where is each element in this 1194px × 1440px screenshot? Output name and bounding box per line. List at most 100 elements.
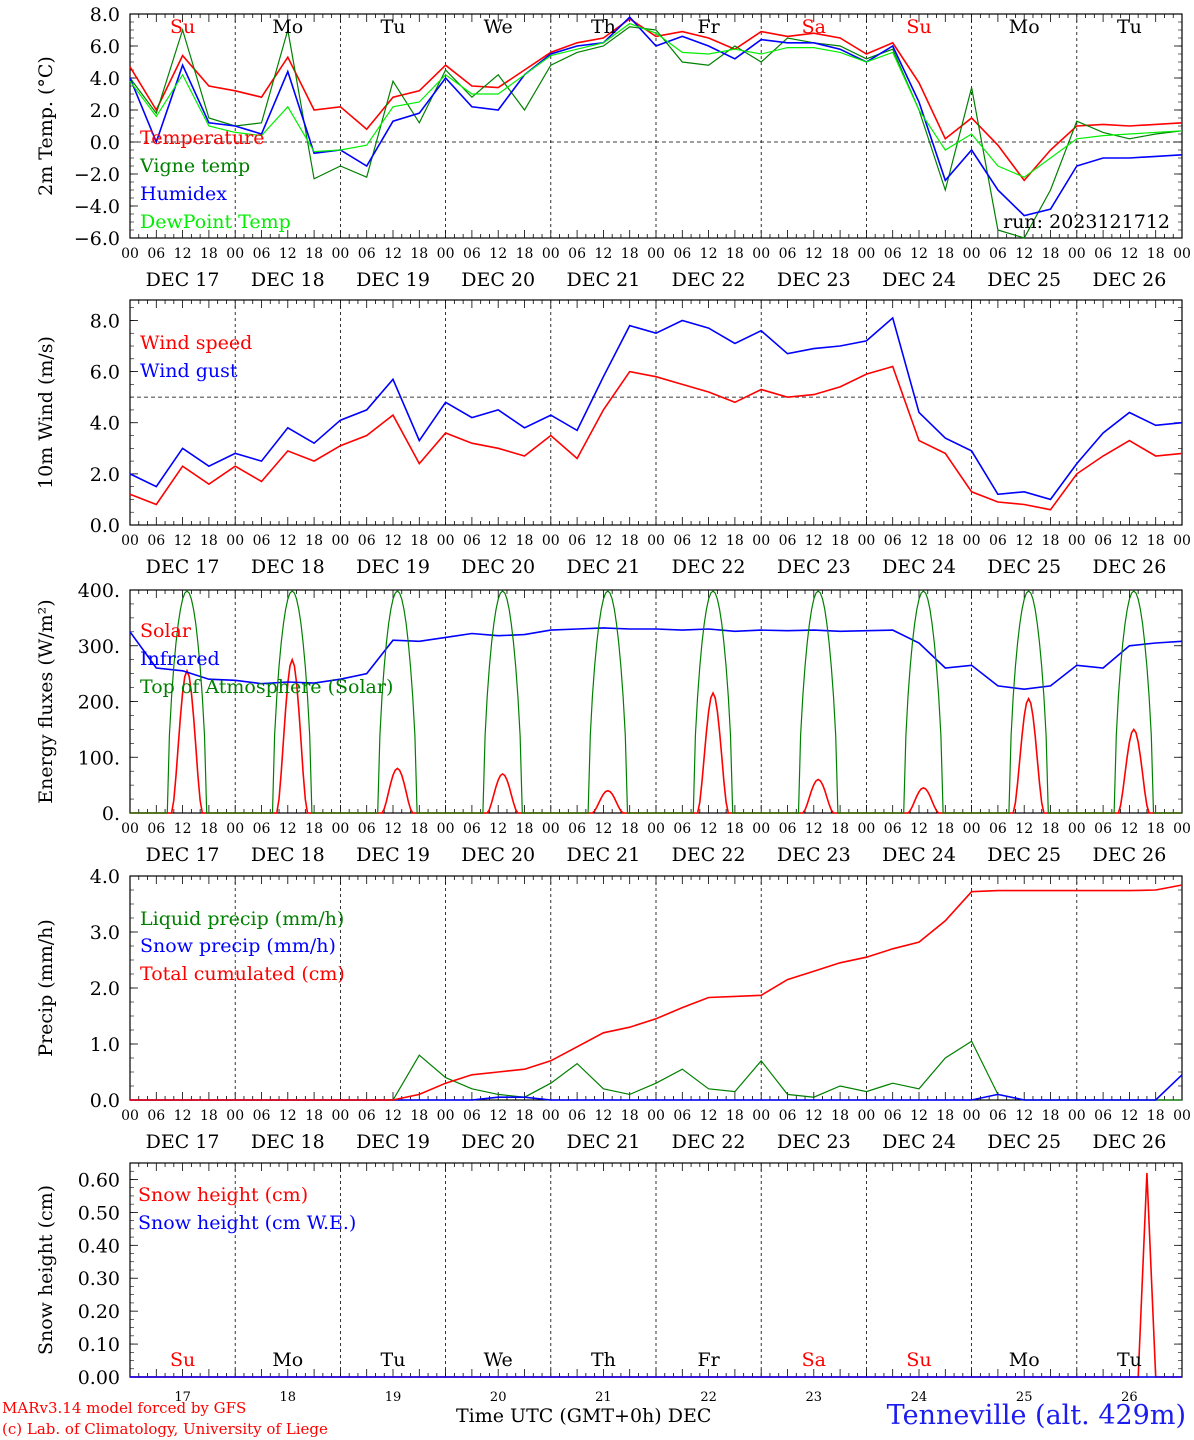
hour-tick-label: 12: [910, 533, 928, 549]
series-line: [129, 17, 1183, 182]
hour-tick-label: 18: [305, 1108, 323, 1124]
weekday-label: Th: [591, 16, 616, 38]
day-label: DEC 18: [251, 269, 325, 291]
hour-tick-label: 00: [226, 821, 244, 837]
y-tick-label: 0.20: [78, 1301, 120, 1323]
y-tick-label: 6.0: [90, 36, 120, 58]
xaxis-month: DEC: [667, 1405, 712, 1427]
hour-tick-label: 18: [200, 821, 218, 837]
y-tick-label: 2.0: [90, 978, 120, 1000]
y-tick-label: 0.0: [90, 1090, 120, 1112]
hour-tick-label: 00: [121, 821, 139, 837]
day-label: DEC 22: [672, 1131, 746, 1153]
hour-tick-label: 06: [1094, 821, 1112, 837]
hour-tick-label: 18: [516, 821, 534, 837]
hour-tick-label: 18: [1147, 246, 1165, 262]
y-axis-label: Snow height (cm): [35, 1185, 57, 1355]
weekday-label: We: [484, 16, 513, 38]
day-label: DEC 23: [777, 269, 851, 291]
hour-tick-label: 18: [936, 533, 954, 549]
day-number-label: 18: [280, 1390, 297, 1405]
day-label: DEC 24: [882, 556, 956, 578]
day-label: DEC 24: [882, 1131, 956, 1153]
hour-tick-label: 06: [358, 246, 376, 262]
day-label: DEC 26: [1092, 269, 1166, 291]
hour-tick-label: 06: [884, 246, 902, 262]
day-label: DEC 21: [566, 1131, 640, 1153]
weekday-label: Su: [906, 1349, 931, 1371]
hour-tick-label: 18: [1042, 533, 1060, 549]
hour-tick-label: 18: [1147, 533, 1165, 549]
xaxis-title: Time UTC (GMT+0h) DEC: [456, 1405, 711, 1427]
hour-tick-label: 18: [200, 533, 218, 549]
hour-tick-label: 12: [805, 533, 823, 549]
y-tick-label: 200.: [78, 692, 120, 714]
series-line: [129, 316, 1183, 501]
weekday-label: Mo: [272, 16, 303, 38]
day-number-label: 24: [911, 1390, 928, 1405]
hour-tick-label: 18: [410, 821, 428, 837]
hour-tick-label: 12: [1015, 1108, 1033, 1124]
hour-tick-label: 18: [200, 246, 218, 262]
hour-tick-label: 18: [305, 533, 323, 549]
hour-tick-label: 06: [463, 246, 481, 262]
hour-tick-label: 06: [147, 246, 165, 262]
weekday-label: Su: [170, 1349, 195, 1371]
hour-tick-label: 06: [463, 1108, 481, 1124]
hour-tick-label: 12: [174, 533, 192, 549]
xaxis-title-text: Time UTC (GMT+0h): [456, 1405, 662, 1427]
day-label: DEC 20: [461, 1131, 535, 1153]
day-label: DEC 26: [1092, 1131, 1166, 1153]
day-number-label: 19: [385, 1390, 402, 1405]
legend-entry: Solar: [140, 620, 192, 642]
y-tick-label: 0.0: [90, 132, 120, 154]
hour-tick-label: 18: [410, 246, 428, 262]
copyright-credit: (c) Lab. of Climatology, University of L…: [2, 1420, 328, 1438]
day-label: DEC 17: [146, 269, 220, 291]
weekday-label: Su: [906, 16, 931, 38]
hour-tick-label: 00: [331, 821, 349, 837]
hour-tick-label: 00: [542, 533, 560, 549]
legend-entry: Wind gust: [140, 360, 238, 382]
y-tick-label: 0.60: [78, 1169, 120, 1191]
hour-tick-label: 00: [1068, 246, 1086, 262]
y-tick-label: 400.: [78, 580, 120, 602]
y-tick-label: 3.0: [90, 922, 120, 944]
day-label: DEC 18: [251, 556, 325, 578]
hour-tick-label: 00: [121, 1108, 139, 1124]
hour-tick-label: 06: [673, 246, 691, 262]
station-name: Tenneville (alt. 429m): [886, 1400, 1186, 1431]
hour-tick-label: 18: [410, 533, 428, 549]
chart-panel-4: 4.0 3.0 2.0 1.0 0.0 Precip (mm/h) Liquid preci…: [35, 866, 1191, 1153]
day-label: DEC 18: [251, 844, 325, 866]
hour-tick-label: 06: [673, 533, 691, 549]
hour-tick-label: 18: [621, 246, 639, 262]
hour-tick-label: 12: [489, 246, 507, 262]
day-number-label: 26: [1121, 1390, 1138, 1405]
hour-tick-label: 18: [200, 1108, 218, 1124]
weekday-label: Sa: [802, 1349, 826, 1371]
hour-tick-label: 18: [305, 821, 323, 837]
weekday-label: Tu: [1117, 1349, 1142, 1371]
y-axis-label: 10m Wind (m/s): [35, 336, 57, 489]
weekday-label: Fr: [697, 16, 720, 38]
hour-tick-label: 12: [805, 246, 823, 262]
weekday-label: Tu: [381, 1349, 406, 1371]
hour-tick-label: 18: [305, 246, 323, 262]
weekday-label: Th: [591, 1349, 616, 1371]
hour-tick-label: 00: [542, 1108, 560, 1124]
legend-entry: Vigne temp: [139, 155, 250, 177]
hour-tick-label: 12: [279, 246, 297, 262]
day-label: DEC 20: [461, 556, 535, 578]
hour-tick-label: 00: [1173, 246, 1191, 262]
hour-tick-label: 06: [884, 533, 902, 549]
hour-tick-label: 00: [437, 533, 455, 549]
hour-tick-label: 18: [936, 246, 954, 262]
hour-tick-label: 00: [752, 821, 770, 837]
hour-tick-label: 00: [331, 1108, 349, 1124]
y-tick-label: 4.0: [90, 413, 120, 435]
day-label: DEC 26: [1092, 556, 1166, 578]
hour-tick-label: 06: [463, 533, 481, 549]
day-label: DEC 25: [987, 844, 1061, 866]
legend-entry: Snow height (cm W.E.): [138, 1212, 356, 1234]
